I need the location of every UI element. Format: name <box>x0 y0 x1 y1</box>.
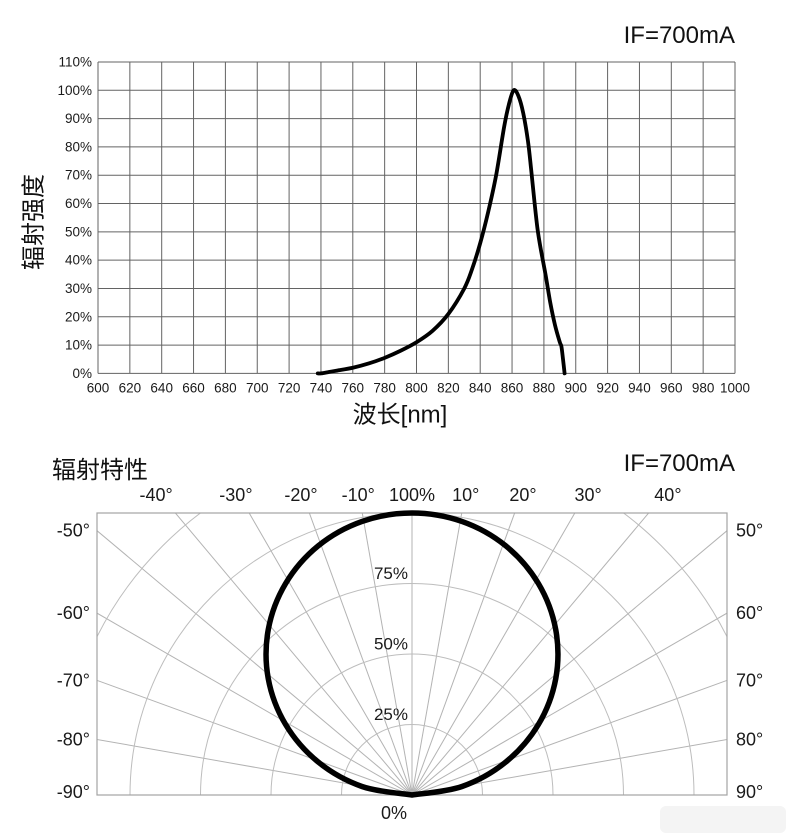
x-tick-label: 920 <box>596 381 619 396</box>
y-tick-label: 10% <box>65 338 92 353</box>
left-angle-label: -60° <box>57 603 90 623</box>
y-tick-label: 60% <box>65 196 92 211</box>
y-tick-label: 40% <box>65 253 92 268</box>
polar-arc-25pct <box>341 724 483 795</box>
watermark-remnant <box>660 806 786 833</box>
polar-radial-line <box>411 738 727 795</box>
polar-grid <box>97 513 727 795</box>
polar-radial-line <box>411 530 727 795</box>
x-tick-label: 600 <box>87 381 110 396</box>
right-angle-label: 90° <box>736 782 763 802</box>
x-tick-label: 840 <box>469 381 492 396</box>
right-angle-label: 70° <box>736 670 763 690</box>
polar-radial-line <box>411 513 650 795</box>
radial-percent-label: 50% <box>374 635 408 654</box>
top-angle-label: 30° <box>574 485 601 505</box>
polar-radial-line <box>411 612 727 795</box>
x-tick-label: 860 <box>501 381 524 396</box>
polar-radial-line <box>411 513 516 795</box>
top-angle-label: 40° <box>654 485 681 505</box>
x-tick-label: 720 <box>278 381 301 396</box>
x-tick-label: 740 <box>310 381 333 396</box>
y-tick-label: 90% <box>65 111 92 126</box>
x-tick-label: 900 <box>564 381 587 396</box>
x-tick-label: 640 <box>150 381 173 396</box>
right-angle-label: 80° <box>736 729 763 749</box>
spectral-x-axis-title: 波长[nm] <box>352 401 448 429</box>
right-angle-label: 50° <box>736 521 763 541</box>
x-tick-label: 760 <box>342 381 365 396</box>
polar-arc-75pct <box>200 583 624 795</box>
y-tick-label: 110% <box>58 55 92 70</box>
x-tick-label: 680 <box>214 381 237 396</box>
x-tick-label: 620 <box>119 381 142 396</box>
top-angle-label: 10° <box>452 485 479 505</box>
polar-radial-line <box>248 513 413 795</box>
y-tick-label: 0% <box>72 366 92 381</box>
spectral-y-axis-title: 辐射强度 <box>20 174 48 270</box>
x-tick-label: 700 <box>246 381 269 396</box>
polar-condition-title: IF=700mA <box>623 450 735 477</box>
x-tick-label: 800 <box>405 381 428 396</box>
y-tick-label: 100% <box>57 83 92 98</box>
top-angle-label: 20° <box>509 485 536 505</box>
y-tick-label: 50% <box>65 224 92 239</box>
x-tick-label: 880 <box>533 381 556 396</box>
top-angle-label: 100% <box>389 485 435 505</box>
polar-arc-50pct <box>270 653 554 795</box>
polar-chart-title: 辐射特性 <box>52 457 148 484</box>
left-angle-label: -90° <box>57 782 90 802</box>
polar-radial-line <box>97 612 413 795</box>
left-angle-label: -80° <box>57 729 90 749</box>
y-tick-label: 70% <box>65 168 92 183</box>
top-angle-label: -40° <box>139 485 172 505</box>
radiation-pattern-chart: -40° -30° -20° -10° 100% 10° 20° 30° 40° -50° -60°… <box>57 485 786 833</box>
top-angle-label: -20° <box>284 485 317 505</box>
x-tick-label: 940 <box>628 381 651 396</box>
left-angle-label: -70° <box>57 670 90 690</box>
y-tick-label: 30% <box>65 281 92 296</box>
x-tick-label: 1000 <box>720 381 750 396</box>
x-tick-label: 980 <box>692 381 715 396</box>
x-tick-label: 780 <box>373 381 396 396</box>
x-tick-label: 820 <box>437 381 460 396</box>
spectral-condition-title: IF=700mA <box>623 22 735 49</box>
radial-percent-label: 75% <box>374 564 408 583</box>
top-angle-label: -10° <box>342 485 375 505</box>
polar-radial-line <box>411 513 463 795</box>
x-tick-label: 660 <box>182 381 205 396</box>
spectral-grid <box>97 61 736 374</box>
polar-radial-line <box>174 513 413 795</box>
origin-percent-label: 0% <box>381 803 407 823</box>
polar-radial-line <box>361 513 413 795</box>
left-angle-label: -50° <box>57 521 90 541</box>
polar-radial-line <box>97 738 413 795</box>
radial-percent-label: 25% <box>374 705 408 724</box>
polar-labels: -40° -30° -20° -10° 100% 10° 20° 30° 40° -50° -60°… <box>57 485 763 823</box>
right-angle-label: 60° <box>736 603 763 623</box>
spectral-curve <box>315 88 567 376</box>
polar-radial-line <box>411 679 727 795</box>
y-tick-label: 20% <box>65 309 92 324</box>
polar-radial-line <box>97 679 413 795</box>
spectral-axis-ticks: 0% 10% 20% 30% 40% 50% 60% 70% 80% 90% 100% 110% 600… <box>57 55 750 396</box>
polar-radial-line <box>308 513 413 795</box>
radiation-pattern-curve <box>263 510 561 798</box>
x-tick-label: 960 <box>660 381 683 396</box>
polar-radial-line <box>97 530 413 795</box>
y-tick-label: 80% <box>65 139 92 154</box>
top-angle-label: -30° <box>219 485 252 505</box>
spectral-chart: 0% 10% 20% 30% 40% 50% 60% 70% 80% 90% 100% 110% 600… <box>57 55 750 396</box>
polar-radial-line <box>411 513 576 795</box>
